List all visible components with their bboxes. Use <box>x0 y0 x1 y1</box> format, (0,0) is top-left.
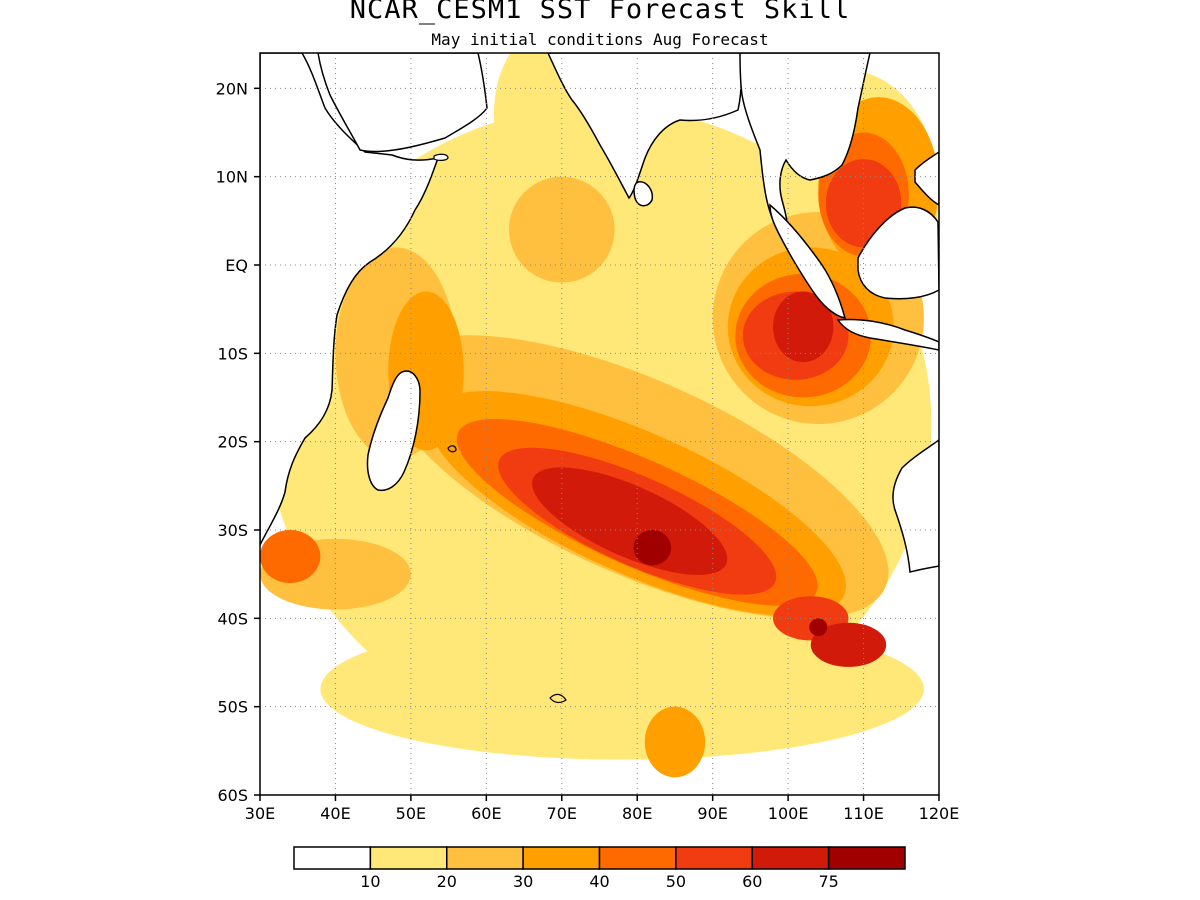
lat-tick-label: EQ <box>225 256 248 275</box>
map-subtitle: May initial conditions Aug Forecast <box>431 30 769 49</box>
coastline-africa <box>260 53 440 546</box>
colorbar-swatch <box>522 846 601 870</box>
coastline-mascarene <box>447 445 457 453</box>
colorbar-swatch <box>369 846 448 870</box>
lon-tick-label: 110E <box>843 804 884 823</box>
coastline-philippines <box>914 151 939 206</box>
coastline-sri-lanka <box>633 181 654 207</box>
coastline-australia <box>892 439 939 573</box>
colorbar-label: 50 <box>666 872 686 891</box>
lat-tick-label: 10N <box>216 168 248 187</box>
lat-tick-label: 50S <box>217 698 248 717</box>
coastline-kerguelen <box>549 693 567 704</box>
colorbar-swatch <box>827 846 906 870</box>
lon-tick-label: 100E <box>768 804 809 823</box>
colorbar-label: 75 <box>818 872 838 891</box>
colorbar-label: 20 <box>437 872 457 891</box>
graticule <box>260 53 939 795</box>
skill-region-level-7 <box>633 530 672 566</box>
colorbar-swatch <box>675 846 753 870</box>
lat-tick-label: 60S <box>217 786 248 805</box>
colorbar-swatch <box>293 846 372 870</box>
lat-tick-label: 40S <box>217 609 248 628</box>
lat-tick-label: 10S <box>217 344 248 363</box>
lon-tick-label: 40E <box>320 804 350 823</box>
coastline-java <box>836 318 939 351</box>
coastline-socotra <box>433 153 449 161</box>
skill-region-level-1 <box>320 618 924 760</box>
lon-tick-label: 70E <box>547 804 577 823</box>
colorbar: 10 20 30 40 50 60 75 <box>293 846 906 891</box>
skill-region-level-6 <box>773 291 834 363</box>
coastline-madagascar <box>366 370 421 492</box>
map-frame <box>259 52 940 796</box>
coastline-arabia <box>317 53 488 153</box>
skill-region-level-6 <box>810 622 887 667</box>
skill-region-level-7 <box>809 618 828 637</box>
coastline-sumatra <box>769 203 847 319</box>
lat-tick-label: 20N <box>216 79 248 98</box>
lon-tick-label: 80E <box>622 804 652 823</box>
lon-tick-label: 60E <box>471 804 501 823</box>
coastline-indochina <box>739 53 871 242</box>
lat-tick-label: 30S <box>217 521 248 540</box>
land-masses <box>260 53 939 704</box>
colorbar-swatch <box>751 846 830 870</box>
colorbar-label: 10 <box>360 872 380 891</box>
skill-region-level-2 <box>508 176 615 283</box>
lat-tick-label: 20S <box>217 433 248 452</box>
colorbar-label: 30 <box>513 872 533 891</box>
colorbar-swatch <box>446 846 524 870</box>
colorbar-label: 40 <box>589 872 609 891</box>
lon-tick-label: 50E <box>396 804 426 823</box>
colorbar-label: 60 <box>742 872 762 891</box>
lon-tick-label: 120E <box>919 804 960 823</box>
lon-tick-label: 30E <box>245 804 275 823</box>
skill-region-level-3 <box>644 706 706 778</box>
coastline-india <box>547 53 743 200</box>
skill-region-level-4 <box>260 530 321 583</box>
map-title: NCAR_CESM1 SST Forecast Skill <box>349 0 851 25</box>
lon-tick-label: 90E <box>697 804 727 823</box>
colorbar-swatch <box>598 846 677 870</box>
skill-region-level-6 <box>532 467 728 575</box>
